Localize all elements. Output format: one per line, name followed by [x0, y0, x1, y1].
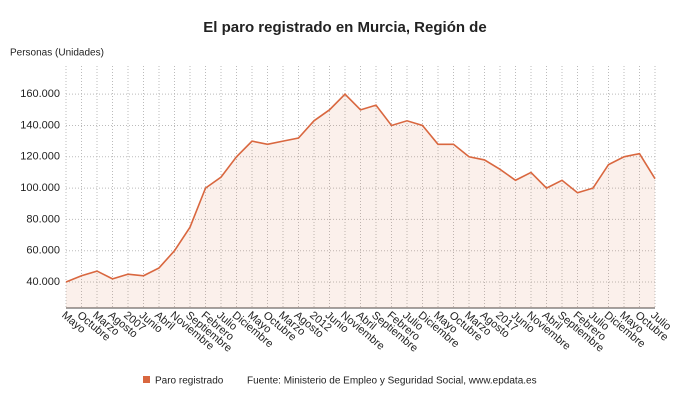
y-tick-label: 80.000	[26, 213, 60, 225]
line	[65, 93, 656, 283]
area-fill	[66, 94, 655, 309]
source: Fuente: Ministerio de Empleo y Seguridad…	[247, 376, 537, 387]
y-tick-label: 140.000	[20, 119, 60, 131]
y-tick-label: 40.000	[26, 276, 60, 288]
chart-title: El paro registrado en Murcia, Región de	[203, 19, 486, 36]
y-axis-label: Personas (Unidades)	[10, 48, 104, 59]
legend-label: Paro registrado	[155, 376, 224, 387]
y-tick-label: 120.000	[20, 151, 60, 163]
y-tick-label: 160.000	[20, 88, 60, 100]
y-tick-label: 60.000	[26, 245, 60, 257]
legend-swatch	[143, 376, 150, 383]
y-tick-label: 100.000	[20, 182, 60, 194]
